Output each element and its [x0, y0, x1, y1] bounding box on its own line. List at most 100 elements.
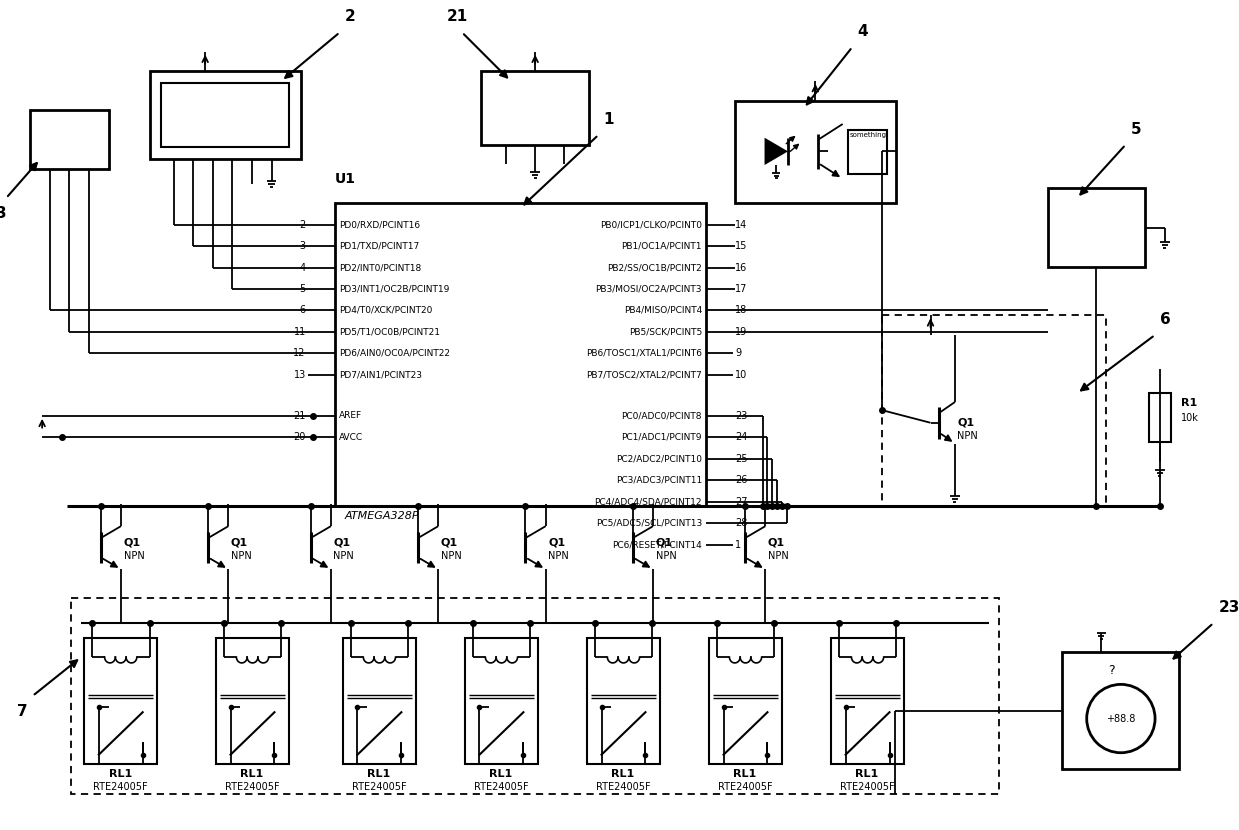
Text: Q1: Q1	[655, 538, 673, 548]
Text: PB5/SCK/PCINT5: PB5/SCK/PCINT5	[629, 328, 703, 336]
Bar	[735, 100, 896, 203]
Text: 21: 21	[446, 9, 467, 24]
Bar	[1048, 188, 1145, 266]
Text: RL1: RL1	[240, 769, 264, 779]
Text: NPN: NPN	[548, 550, 569, 560]
Text: AREF: AREF	[339, 412, 362, 421]
Text: R1: R1	[1182, 398, 1198, 408]
Text: RL1: RL1	[611, 769, 634, 779]
Text: 7: 7	[17, 704, 28, 719]
Text: 23: 23	[735, 411, 747, 421]
Text: 2: 2	[344, 9, 356, 24]
Text: 2: 2	[300, 220, 306, 230]
Text: 4: 4	[300, 262, 306, 272]
Bar	[161, 83, 289, 148]
Text: 4: 4	[857, 24, 869, 39]
Text: 3: 3	[300, 241, 306, 251]
Bar	[84, 637, 157, 764]
Bar	[482, 71, 589, 144]
Text: PD0/RXD/PCINT16: PD0/RXD/PCINT16	[339, 220, 420, 229]
Bar	[882, 315, 1106, 505]
Text: 18: 18	[735, 305, 747, 315]
Bar	[847, 129, 887, 173]
Bar	[587, 637, 660, 764]
Text: 15: 15	[735, 241, 747, 251]
Polygon shape	[764, 138, 788, 165]
Text: 23: 23	[1218, 600, 1239, 615]
Text: RTE24005F: RTE24005F	[352, 782, 406, 792]
Text: RL1: RL1	[367, 769, 390, 779]
Text: 26: 26	[735, 476, 747, 486]
Text: RL1: RL1	[109, 769, 131, 779]
Text: 1: 1	[603, 112, 615, 127]
Text: PD2/INT0/PCINT18: PD2/INT0/PCINT18	[339, 263, 421, 272]
Bar	[1062, 652, 1180, 769]
Text: 12: 12	[294, 349, 306, 359]
Text: PD4/T0/XCK/PCINT20: PD4/T0/XCK/PCINT20	[339, 306, 432, 315]
Text: 5: 5	[300, 284, 306, 294]
Text: 16: 16	[735, 262, 747, 272]
Text: RTE24005F: RTE24005F	[840, 782, 895, 792]
Text: NPN: NPN	[768, 550, 788, 560]
Text: Q1: Q1	[958, 417, 975, 428]
Text: 21: 21	[294, 411, 306, 421]
Text: RTE24005F: RTE24005F	[224, 782, 279, 792]
Text: 13: 13	[294, 370, 306, 380]
Bar	[465, 637, 538, 764]
Text: RTE24005F: RTE24005F	[93, 782, 147, 792]
Text: 20: 20	[294, 432, 306, 442]
Text: something: something	[850, 132, 886, 138]
Text: PC0/ADC0/PCINT8: PC0/ADC0/PCINT8	[622, 412, 703, 421]
Text: U1: U1	[335, 172, 356, 186]
Text: ATMEGA328P: ATMEGA328P	[344, 510, 419, 520]
Text: 1: 1	[735, 540, 741, 549]
Bar	[343, 637, 416, 764]
Text: Q1: Q1	[768, 538, 786, 548]
Text: 17: 17	[735, 284, 747, 294]
Bar	[831, 637, 904, 764]
Text: NPN: NPN	[333, 550, 354, 560]
Text: 28: 28	[735, 518, 747, 529]
Text: RL1: RL1	[733, 769, 757, 779]
Text: 10: 10	[735, 370, 747, 380]
Text: RTE24005F: RTE24005F	[596, 782, 650, 792]
Text: PB2/SS/OC1B/PCINT2: PB2/SS/OC1B/PCINT2	[607, 263, 703, 272]
Text: NPN: NPN	[124, 550, 144, 560]
Text: 6: 6	[1160, 312, 1171, 327]
Text: 10k: 10k	[1182, 413, 1199, 423]
Text: PC6/RESET/PCINT14: PC6/RESET/PCINT14	[612, 540, 703, 549]
Text: NPN: NPN	[230, 550, 252, 560]
Text: PC1/ADC1/PCINT9: PC1/ADC1/PCINT9	[622, 433, 703, 442]
Text: AVCC: AVCC	[339, 433, 363, 442]
Text: PD1/TXD/PCINT17: PD1/TXD/PCINT17	[339, 242, 419, 251]
Bar	[335, 203, 706, 505]
Text: Q1: Q1	[441, 538, 458, 548]
Text: 3: 3	[0, 206, 6, 221]
Bar	[709, 637, 782, 764]
Text: PB0/ICP1/CLKO/PCINT0: PB0/ICP1/CLKO/PCINT0	[600, 220, 703, 229]
Text: Q1: Q1	[230, 538, 248, 548]
Text: PB7/TOSC2/XTAL2/PCINT7: PB7/TOSC2/XTAL2/PCINT7	[586, 370, 703, 379]
Text: 14: 14	[735, 220, 747, 230]
Text: 25: 25	[735, 454, 748, 464]
Text: 9: 9	[735, 349, 741, 359]
Bar	[1150, 393, 1171, 442]
Text: NPN: NPN	[441, 550, 462, 560]
Text: PB3/MOSI/OC2A/PCINT3: PB3/MOSI/OC2A/PCINT3	[596, 285, 703, 294]
Text: PD3/INT1/OC2B/PCINT19: PD3/INT1/OC2B/PCINT19	[339, 285, 450, 294]
Text: NPN: NPN	[958, 431, 978, 441]
Text: PD5/T1/OC0B/PCINT21: PD5/T1/OC0B/PCINT21	[339, 328, 440, 336]
Text: 6: 6	[300, 305, 306, 315]
Text: 27: 27	[735, 497, 748, 507]
Text: Q1: Q1	[548, 538, 565, 548]
Text: PD6/AIN0/OC0A/PCINT22: PD6/AIN0/OC0A/PCINT22	[339, 349, 450, 358]
Text: 24: 24	[735, 432, 747, 442]
Text: 5: 5	[1131, 122, 1141, 137]
Text: 11: 11	[294, 327, 306, 337]
Text: RTE24005F: RTE24005F	[717, 782, 772, 792]
Text: +88.8: +88.8	[1106, 714, 1136, 724]
Bar	[150, 71, 301, 159]
Bar	[216, 637, 289, 764]
Text: Q1: Q1	[124, 538, 141, 548]
Text: ?: ?	[1108, 664, 1114, 677]
